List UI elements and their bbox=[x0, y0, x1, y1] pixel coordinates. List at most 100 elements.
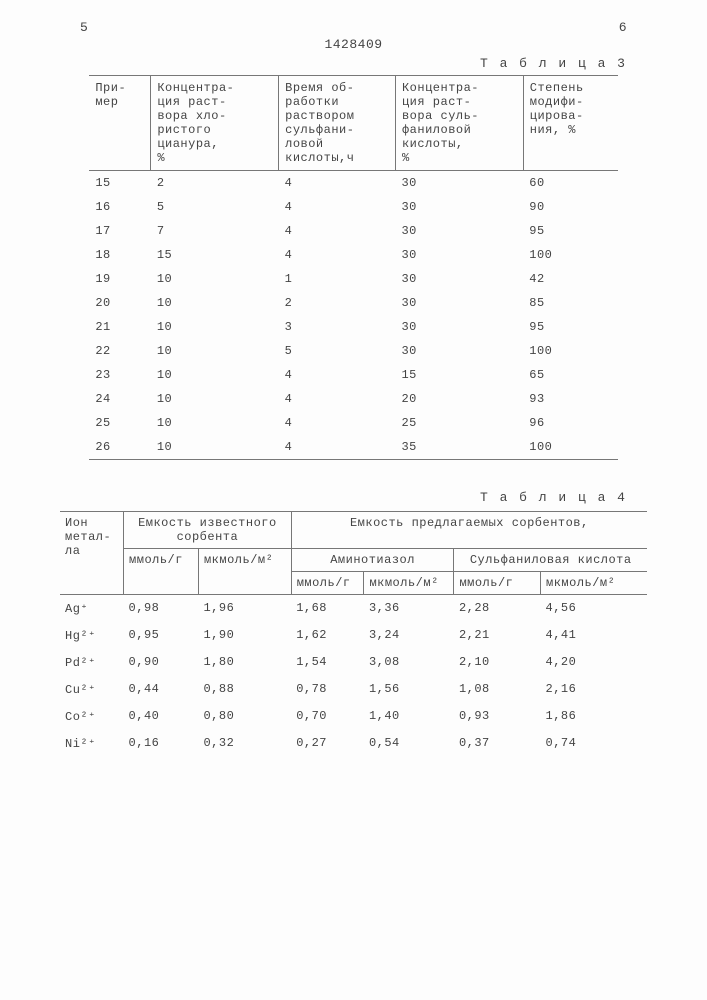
table-row: 16543090 bbox=[89, 195, 617, 219]
table-row: 201023085 bbox=[89, 291, 617, 315]
table-cell: 3,36 bbox=[364, 595, 454, 623]
table-cell: 0,40 bbox=[124, 703, 199, 730]
t4-h-ion: Ионметал-ла bbox=[60, 512, 124, 595]
table-cell: 10 bbox=[151, 435, 279, 460]
table-cell: 0,74 bbox=[541, 730, 647, 757]
table-cell: 0,98 bbox=[124, 595, 199, 623]
table-row: Co²⁺0,400,800,701,400,931,86 bbox=[60, 703, 647, 730]
table-cell: 24 bbox=[89, 387, 150, 411]
table-row: 251042596 bbox=[89, 411, 617, 435]
table-cell: 10 bbox=[151, 291, 279, 315]
table-cell: 2 bbox=[279, 291, 396, 315]
table-row: Ni²⁺0,160,320,270,540,370,74 bbox=[60, 730, 647, 757]
table-cell: 0,44 bbox=[124, 676, 199, 703]
table-row: 241042093 bbox=[89, 387, 617, 411]
table-cell: 95 bbox=[523, 219, 617, 243]
table-cell: 0,95 bbox=[124, 622, 199, 649]
table-cell: 2,16 bbox=[541, 676, 647, 703]
table-cell: 85 bbox=[523, 291, 617, 315]
table-cell: 0,32 bbox=[198, 730, 291, 757]
table-cell: 4 bbox=[279, 387, 396, 411]
table-cell: 18 bbox=[89, 243, 150, 267]
table-cell: 100 bbox=[523, 339, 617, 363]
table-cell: 0,54 bbox=[364, 730, 454, 757]
table-row: Pd²⁺0,901,801,543,082,104,20 bbox=[60, 649, 647, 676]
table4-caption: Т а б л и ц а 4 bbox=[60, 490, 647, 505]
table-row: Hg²⁺0,951,901,623,242,214,41 bbox=[60, 622, 647, 649]
table-cell: 10 bbox=[151, 339, 279, 363]
table-cell: 4,56 bbox=[541, 595, 647, 623]
t4-h-sc: ммоль/г bbox=[454, 572, 541, 595]
table-row: 15243060 bbox=[89, 171, 617, 196]
table-row: 2210530100 bbox=[89, 339, 617, 363]
table4: Ионметал-ла Емкость известногосорбента Е… bbox=[60, 511, 647, 757]
t4-h-proposed: Емкость предлагаемых сорбентов, bbox=[291, 512, 647, 549]
table-cell: 0,80 bbox=[198, 703, 291, 730]
table-cell: 2,21 bbox=[454, 622, 541, 649]
table-cell: 3,08 bbox=[364, 649, 454, 676]
table-cell: 30 bbox=[395, 219, 523, 243]
table-cell: Pd²⁺ bbox=[60, 649, 124, 676]
table-cell: 96 bbox=[523, 411, 617, 435]
table-cell: 93 bbox=[523, 387, 617, 411]
table-cell: 2,28 bbox=[454, 595, 541, 623]
table-cell: 10 bbox=[151, 411, 279, 435]
page-left: 5 bbox=[80, 20, 88, 35]
table-cell: 25 bbox=[89, 411, 150, 435]
table-cell: 1,08 bbox=[454, 676, 541, 703]
table-cell: 20 bbox=[89, 291, 150, 315]
table-cell: 90 bbox=[523, 195, 617, 219]
table-cell: 30 bbox=[395, 339, 523, 363]
table-cell: 19 bbox=[89, 267, 150, 291]
table-row: 231041565 bbox=[89, 363, 617, 387]
table-cell: 7 bbox=[151, 219, 279, 243]
table-cell: 0,27 bbox=[291, 730, 364, 757]
table-cell: 10 bbox=[151, 267, 279, 291]
table-cell: 30 bbox=[395, 243, 523, 267]
table-row: Ag⁺0,981,961,683,362,284,56 bbox=[60, 595, 647, 623]
table-cell: 4 bbox=[279, 195, 396, 219]
table-cell: 25 bbox=[395, 411, 523, 435]
table-cell: 4 bbox=[279, 435, 396, 460]
table-cell: 0,37 bbox=[454, 730, 541, 757]
table-cell: Ni²⁺ bbox=[60, 730, 124, 757]
table-cell: 4 bbox=[279, 363, 396, 387]
table3-head: При-мер Концентра-ция раст-вора хло-рист… bbox=[89, 76, 617, 171]
table-cell: 0,70 bbox=[291, 703, 364, 730]
t3-col0: При-мер bbox=[89, 76, 150, 171]
t3-col1: Концентра-ция раст-вора хло-ристогоциану… bbox=[151, 76, 279, 171]
page-right: 6 bbox=[619, 20, 627, 35]
table-cell: 1,56 bbox=[364, 676, 454, 703]
table-cell: 2 bbox=[151, 171, 279, 196]
table-cell: 4 bbox=[279, 243, 396, 267]
table-cell: 1,54 bbox=[291, 649, 364, 676]
table-cell: 42 bbox=[523, 267, 617, 291]
t4-h-sa: ммоль/г bbox=[291, 572, 364, 595]
table-cell: 20 bbox=[395, 387, 523, 411]
table-cell: Cu²⁺ bbox=[60, 676, 124, 703]
table-cell: Hg²⁺ bbox=[60, 622, 124, 649]
t4-h-amino: Аминотиазол bbox=[291, 549, 454, 572]
t4-h-sulf: Сульфаниловая кислота bbox=[454, 549, 647, 572]
table-cell: 30 bbox=[395, 267, 523, 291]
table3-caption: Т а б л и ц а 3 bbox=[60, 56, 647, 71]
table-cell: 10 bbox=[151, 315, 279, 339]
table-cell: 1,62 bbox=[291, 622, 364, 649]
t3-col4: Степеньмодифи-цирова-ния, % bbox=[523, 76, 617, 171]
table-cell: 0,78 bbox=[291, 676, 364, 703]
table-row: 17743095 bbox=[89, 219, 617, 243]
table-cell: 1 bbox=[279, 267, 396, 291]
table-cell: 15 bbox=[89, 171, 150, 196]
t4-h-s1: ммоль/г bbox=[124, 549, 199, 595]
table-cell: 4,41 bbox=[541, 622, 647, 649]
table-cell: 5 bbox=[151, 195, 279, 219]
table-cell: 22 bbox=[89, 339, 150, 363]
table3: При-мер Концентра-ция раст-вора хло-рист… bbox=[89, 75, 617, 460]
table-cell: 1,40 bbox=[364, 703, 454, 730]
table-cell: 1,80 bbox=[198, 649, 291, 676]
table-cell: 30 bbox=[395, 195, 523, 219]
table-row: 191013042 bbox=[89, 267, 617, 291]
table-cell: 4 bbox=[279, 411, 396, 435]
t4-head-row1: Ионметал-ла Емкость известногосорбента Е… bbox=[60, 512, 647, 549]
table-cell: 3 bbox=[279, 315, 396, 339]
